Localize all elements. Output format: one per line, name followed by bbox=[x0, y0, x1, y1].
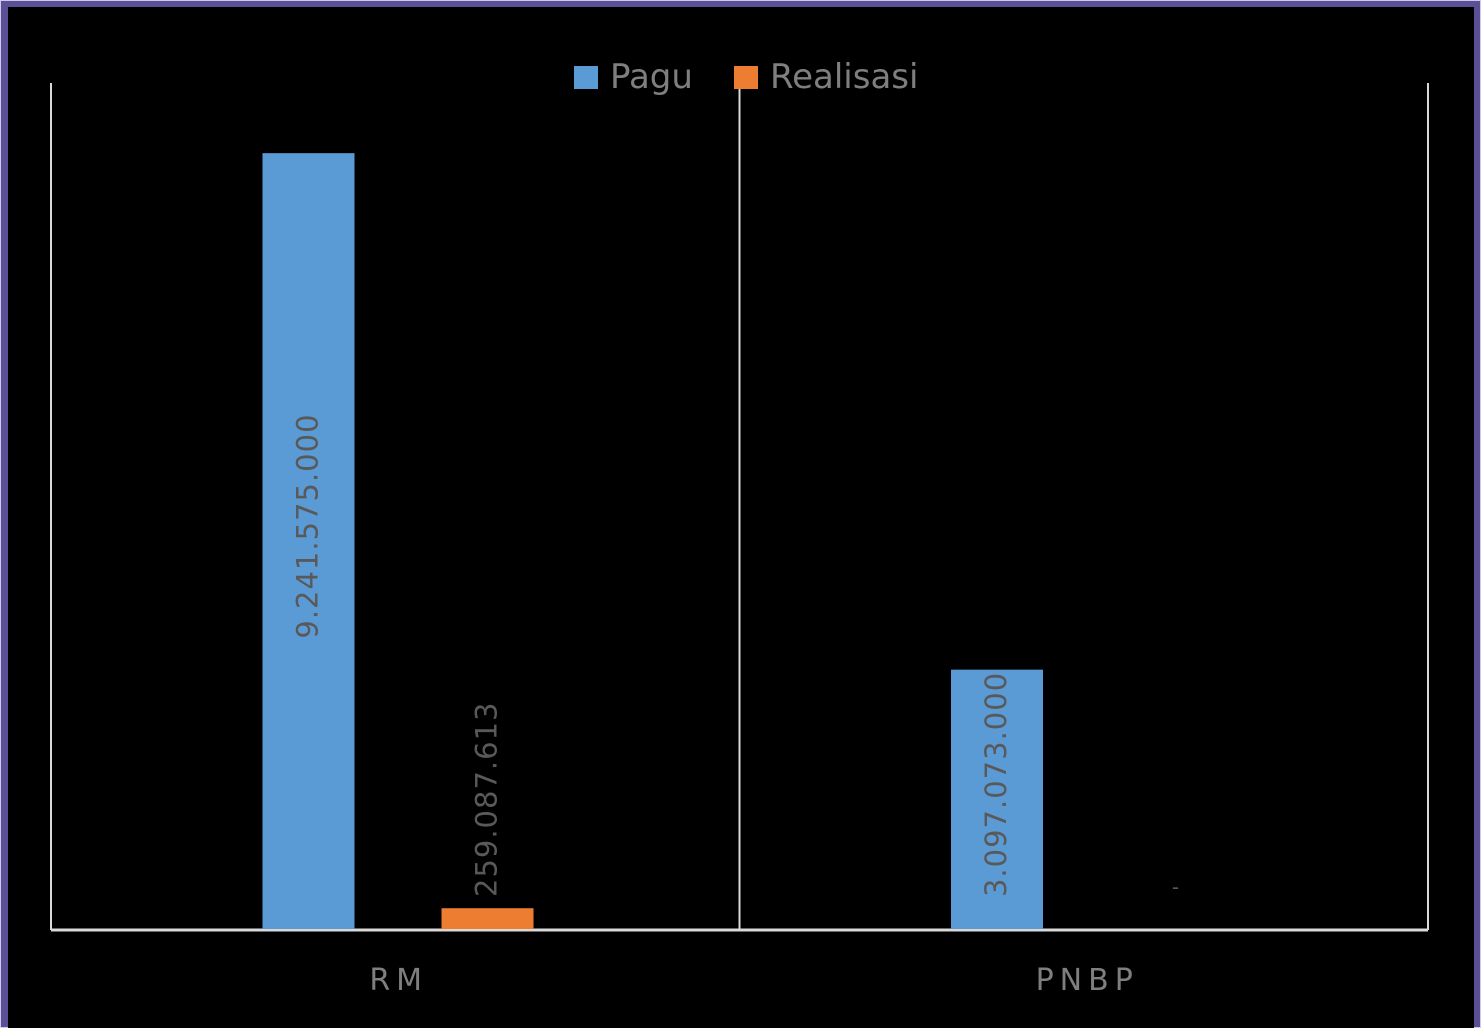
legend-swatch-realisasi bbox=[734, 66, 758, 89]
bar-chart: 9.241.575.000 3.097.073.000 259.087.613 - R… bbox=[50, 57, 1429, 998]
legend-label-realisasi: Realisasi bbox=[770, 57, 918, 97]
bars bbox=[262, 153, 1043, 929]
chart-panel: 9.241.575.000 3.097.073.000 259.087.613 - R… bbox=[8, 7, 1474, 1028]
bar-realisasi-rm bbox=[441, 908, 534, 929]
legend: Pagu Realisasi bbox=[574, 57, 918, 97]
data-labels: 9.241.575.000 3.097.073.000 259.087.613 - bbox=[290, 413, 1180, 899]
data-label: 9.241.575.000 bbox=[290, 413, 324, 638]
category-label-pnbp: PNBP bbox=[1036, 963, 1139, 998]
legend-label-pagu: Pagu bbox=[610, 57, 693, 97]
bar-pagu-pnbp bbox=[950, 669, 1043, 929]
data-label: 259.087.613 bbox=[470, 702, 504, 898]
legend-swatch-pagu bbox=[574, 66, 598, 89]
category-label-rm: RM bbox=[369, 963, 428, 998]
axes bbox=[50, 83, 1429, 932]
bar-pagu-rm bbox=[262, 153, 355, 929]
data-label: - bbox=[1172, 875, 1180, 899]
data-label: 3.097.073.000 bbox=[979, 672, 1013, 897]
category-labels: RM PNBP bbox=[369, 963, 1139, 998]
